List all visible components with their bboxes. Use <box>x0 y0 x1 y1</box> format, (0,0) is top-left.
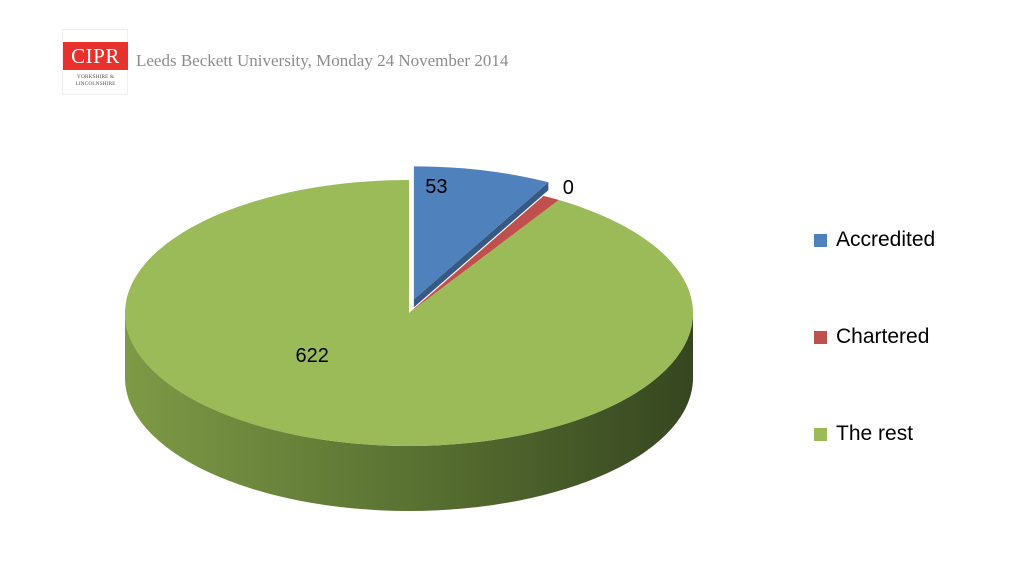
data-label-accredited: 53 <box>425 176 447 198</box>
pie-slice-accredited <box>413 166 549 300</box>
cipr-logo: CIPR YORKSHIRE & LINCOLNSHIRE <box>62 29 128 95</box>
logo-region-text: YORKSHIRE & LINCOLNSHIRE <box>63 74 128 88</box>
event-subtitle: Leeds Beckett University, Monday 24 Nove… <box>136 51 509 70</box>
data-label-the-rest: 622 <box>296 345 329 367</box>
logo-region-line-2: LINCOLNSHIRE <box>75 81 116 87</box>
logo-wordmark: CIPR <box>63 42 128 70</box>
legend-label: The rest <box>836 422 914 445</box>
pie-side-the-rest <box>125 313 693 511</box>
legend-label: Accredited <box>836 228 936 251</box>
legend-swatch <box>814 428 827 441</box>
pie-slice-chartered <box>409 195 559 313</box>
pie-slice-the-rest <box>125 180 694 446</box>
legend-label: Chartered <box>836 325 930 348</box>
pie-cut-wall-accredited <box>413 182 549 308</box>
legend-swatch <box>814 331 827 344</box>
legend-swatch <box>814 234 827 247</box>
data-label-chartered: 0 <box>563 177 574 199</box>
logo-region-line-1: YORKSHIRE & <box>76 74 115 80</box>
